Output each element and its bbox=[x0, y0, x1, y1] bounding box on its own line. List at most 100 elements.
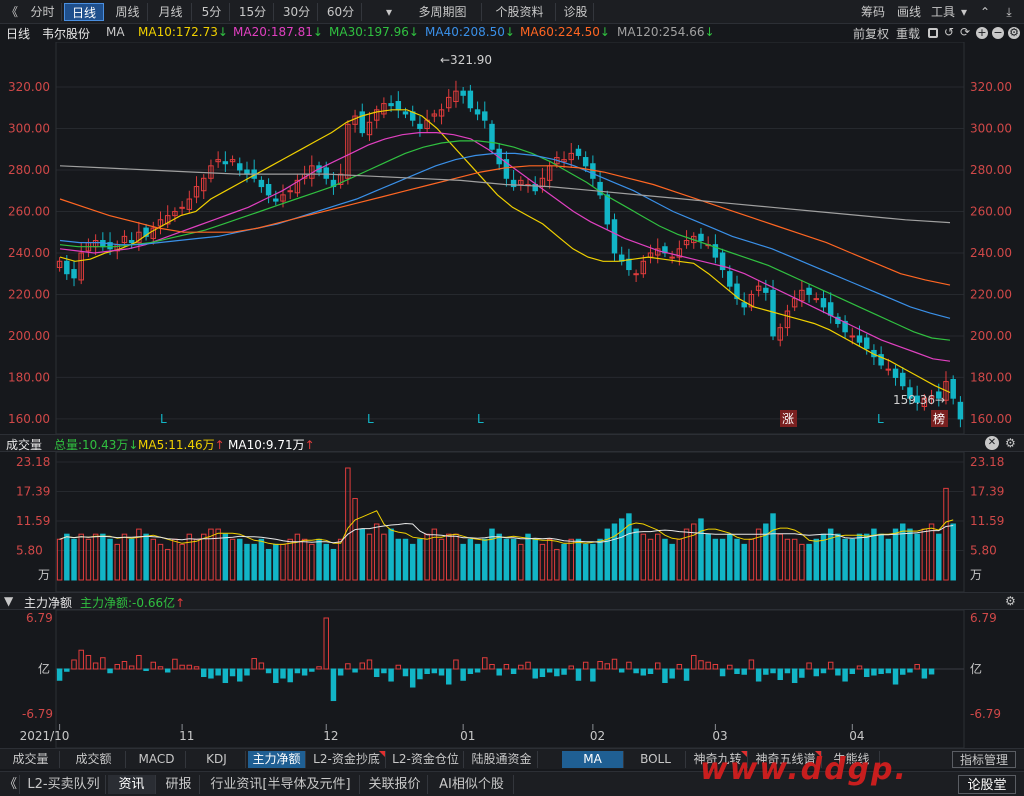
flow-bar-positive bbox=[597, 660, 603, 670]
flow-bar-positive bbox=[85, 654, 92, 670]
tab-l2-order-queue[interactable]: L2-买卖队列 bbox=[22, 775, 106, 794]
candle-down bbox=[827, 302, 834, 316]
period-tab-monthly[interactable]: 月线 bbox=[150, 3, 192, 21]
tab-kdj[interactable]: KDJ bbox=[188, 751, 246, 768]
chip-button[interactable]: 筹码 bbox=[860, 5, 885, 19]
volume-bar-up bbox=[928, 523, 935, 581]
period-tab-intraday[interactable]: 分时 bbox=[24, 3, 62, 21]
period-tab-daily[interactable]: 日线 bbox=[64, 3, 104, 21]
tab-boll[interactable]: BOLL bbox=[626, 751, 686, 768]
volume-bar-up bbox=[78, 533, 84, 581]
tab-magic-five-lines[interactable]: 神奇五线谱 bbox=[750, 751, 822, 768]
net-flow-chart[interactable]: 6.79 6.79 亿 亿 -6.79 -6.79 2021/10 11 12 01 02 03 04 bbox=[0, 610, 1024, 748]
flow-bar-negative bbox=[330, 668, 337, 702]
forum-button[interactable]: 论股堂 bbox=[958, 775, 1016, 794]
reset-button[interactable]: 重载 bbox=[896, 27, 921, 41]
candle-down bbox=[402, 111, 409, 115]
tab-news[interactable]: 资讯 bbox=[108, 775, 156, 794]
volume-ma5-trend-icon: ↑ bbox=[214, 438, 225, 452]
flow-unit-right: 亿 bbox=[970, 661, 982, 676]
draw-line-button[interactable]: 画线 bbox=[896, 5, 921, 19]
tab-l2-bottom-fishing[interactable]: L2-资金抄底 bbox=[308, 751, 386, 768]
tab-volume[interactable]: 成交量 bbox=[2, 751, 60, 768]
candle-down bbox=[323, 167, 329, 179]
candle-up bbox=[164, 215, 171, 225]
adjust-mode-button[interactable]: 前复权 bbox=[853, 27, 890, 41]
flow-bar-positive bbox=[914, 663, 920, 670]
volume-bar-down bbox=[806, 543, 812, 581]
refresh-icon[interactable]: ⟳ bbox=[960, 25, 971, 39]
volume-bar-down bbox=[64, 533, 70, 581]
tab-ai-similar[interactable]: AI相似个股 bbox=[430, 775, 514, 794]
collapse-up-icon[interactable]: ⌃ bbox=[979, 5, 991, 19]
tab-northbound[interactable]: 陆股通资金 bbox=[466, 751, 538, 768]
volume-bar-up bbox=[453, 533, 459, 581]
flow-bar-positive bbox=[366, 659, 373, 670]
volume-close-icon[interactable]: ✕ bbox=[985, 436, 999, 450]
volume-bar-down bbox=[936, 533, 942, 581]
volume-bar-down bbox=[100, 533, 106, 581]
flow-bar-negative bbox=[777, 668, 783, 681]
tab-research[interactable]: 研报 bbox=[158, 775, 200, 794]
stock-info-button[interactable]: 个股资料 bbox=[484, 3, 556, 21]
pin-icon[interactable]: ⤓ bbox=[1006, 5, 1012, 19]
flow-bar-positive bbox=[136, 654, 142, 670]
flow-bar-negative bbox=[164, 668, 171, 673]
volume-settings-gear-icon[interactable]: ⚙ bbox=[1005, 436, 1016, 450]
period-tab-5min[interactable]: 5分 bbox=[194, 3, 230, 21]
zoom-out-icon[interactable]: − bbox=[992, 26, 1004, 39]
net-flow-settings-gear-icon[interactable]: ⚙ bbox=[1005, 594, 1016, 608]
price-chart[interactable]: 160.00 160.00 180.00 180.00 200.00 200.00 220.… bbox=[0, 42, 1024, 434]
tab-magic-nine[interactable]: 神奇九转 bbox=[688, 751, 748, 768]
back-button[interactable]: 《 bbox=[5, 5, 18, 19]
period-tab-60min[interactable]: 60分 bbox=[320, 3, 362, 21]
flow-bar-negative bbox=[633, 668, 639, 674]
undo-icon[interactable]: ↺ bbox=[944, 25, 955, 39]
tab-related-quotes[interactable]: 关联报价 bbox=[362, 775, 428, 794]
tab-turnover[interactable]: 成交额 bbox=[62, 751, 126, 768]
volume-bar-up bbox=[539, 543, 546, 581]
candle-up bbox=[280, 194, 286, 202]
bottom-back-button[interactable]: 《 bbox=[2, 775, 20, 794]
ma-line-ma20 bbox=[59, 131, 951, 362]
collapse-icon[interactable]: ▼ bbox=[4, 594, 14, 608]
period-tab-15min[interactable]: 15分 bbox=[232, 3, 274, 21]
volume-ma10: MA10:9.71万↑ bbox=[228, 436, 315, 453]
candle-down bbox=[957, 401, 964, 420]
date-label: 11 bbox=[179, 729, 194, 743]
diagnosis-button[interactable]: 诊股 bbox=[558, 3, 594, 21]
tab-l2-position[interactable]: L2-资金仓位 bbox=[388, 751, 464, 768]
volume-bar-down bbox=[827, 528, 834, 581]
period-tab-weekly[interactable]: 周线 bbox=[108, 3, 148, 21]
volume-bar-down bbox=[525, 533, 531, 581]
flow-bar-negative bbox=[755, 668, 762, 682]
volume-bar-down bbox=[417, 538, 423, 581]
zoom-in-icon[interactable]: + bbox=[976, 26, 988, 39]
tab-ma[interactable]: MA bbox=[562, 751, 624, 768]
tools-dropdown-icon[interactable]: ▾ bbox=[960, 5, 968, 19]
volume-bar-down bbox=[323, 543, 329, 581]
volume-bar-down bbox=[128, 538, 135, 581]
flow-bar-positive bbox=[518, 664, 524, 670]
more-dropdown-icon[interactable]: ▾ bbox=[385, 5, 393, 19]
flow-bar-negative bbox=[791, 668, 798, 684]
candle-down bbox=[611, 219, 618, 254]
volume-total-trend-icon: ↓ bbox=[128, 438, 139, 452]
indicator-manage-button[interactable]: 指标管理 bbox=[952, 751, 1016, 768]
volume-bar-down bbox=[604, 528, 611, 581]
tools-button[interactable]: 工具 bbox=[930, 5, 955, 19]
l-marker: L bbox=[477, 412, 484, 426]
volume-chart[interactable]: 23.18 23.18 17.39 17.39 11.59 11.59 5.80 5.80 万 万 bbox=[0, 452, 1024, 592]
tab-net-flow[interactable]: 主力净额 bbox=[248, 751, 306, 768]
multi-period-button[interactable]: 多周期图 bbox=[404, 3, 482, 21]
tab-industry-news[interactable]: 行业资讯[半导体及元件] bbox=[202, 775, 360, 794]
period-tab-30min[interactable]: 30分 bbox=[276, 3, 318, 21]
volume-bar-down bbox=[316, 538, 322, 581]
flow-bar-negative bbox=[719, 668, 726, 677]
lock-icon[interactable] bbox=[928, 28, 938, 38]
flow-bar-negative bbox=[294, 668, 301, 674]
ma-indicator-label[interactable]: MA bbox=[106, 25, 125, 39]
tab-macd[interactable]: MACD bbox=[128, 751, 186, 768]
tab-bull-bear[interactable]: 牛熊线 bbox=[824, 751, 880, 768]
settings-gear-icon[interactable]: ⚙ bbox=[1008, 26, 1020, 39]
